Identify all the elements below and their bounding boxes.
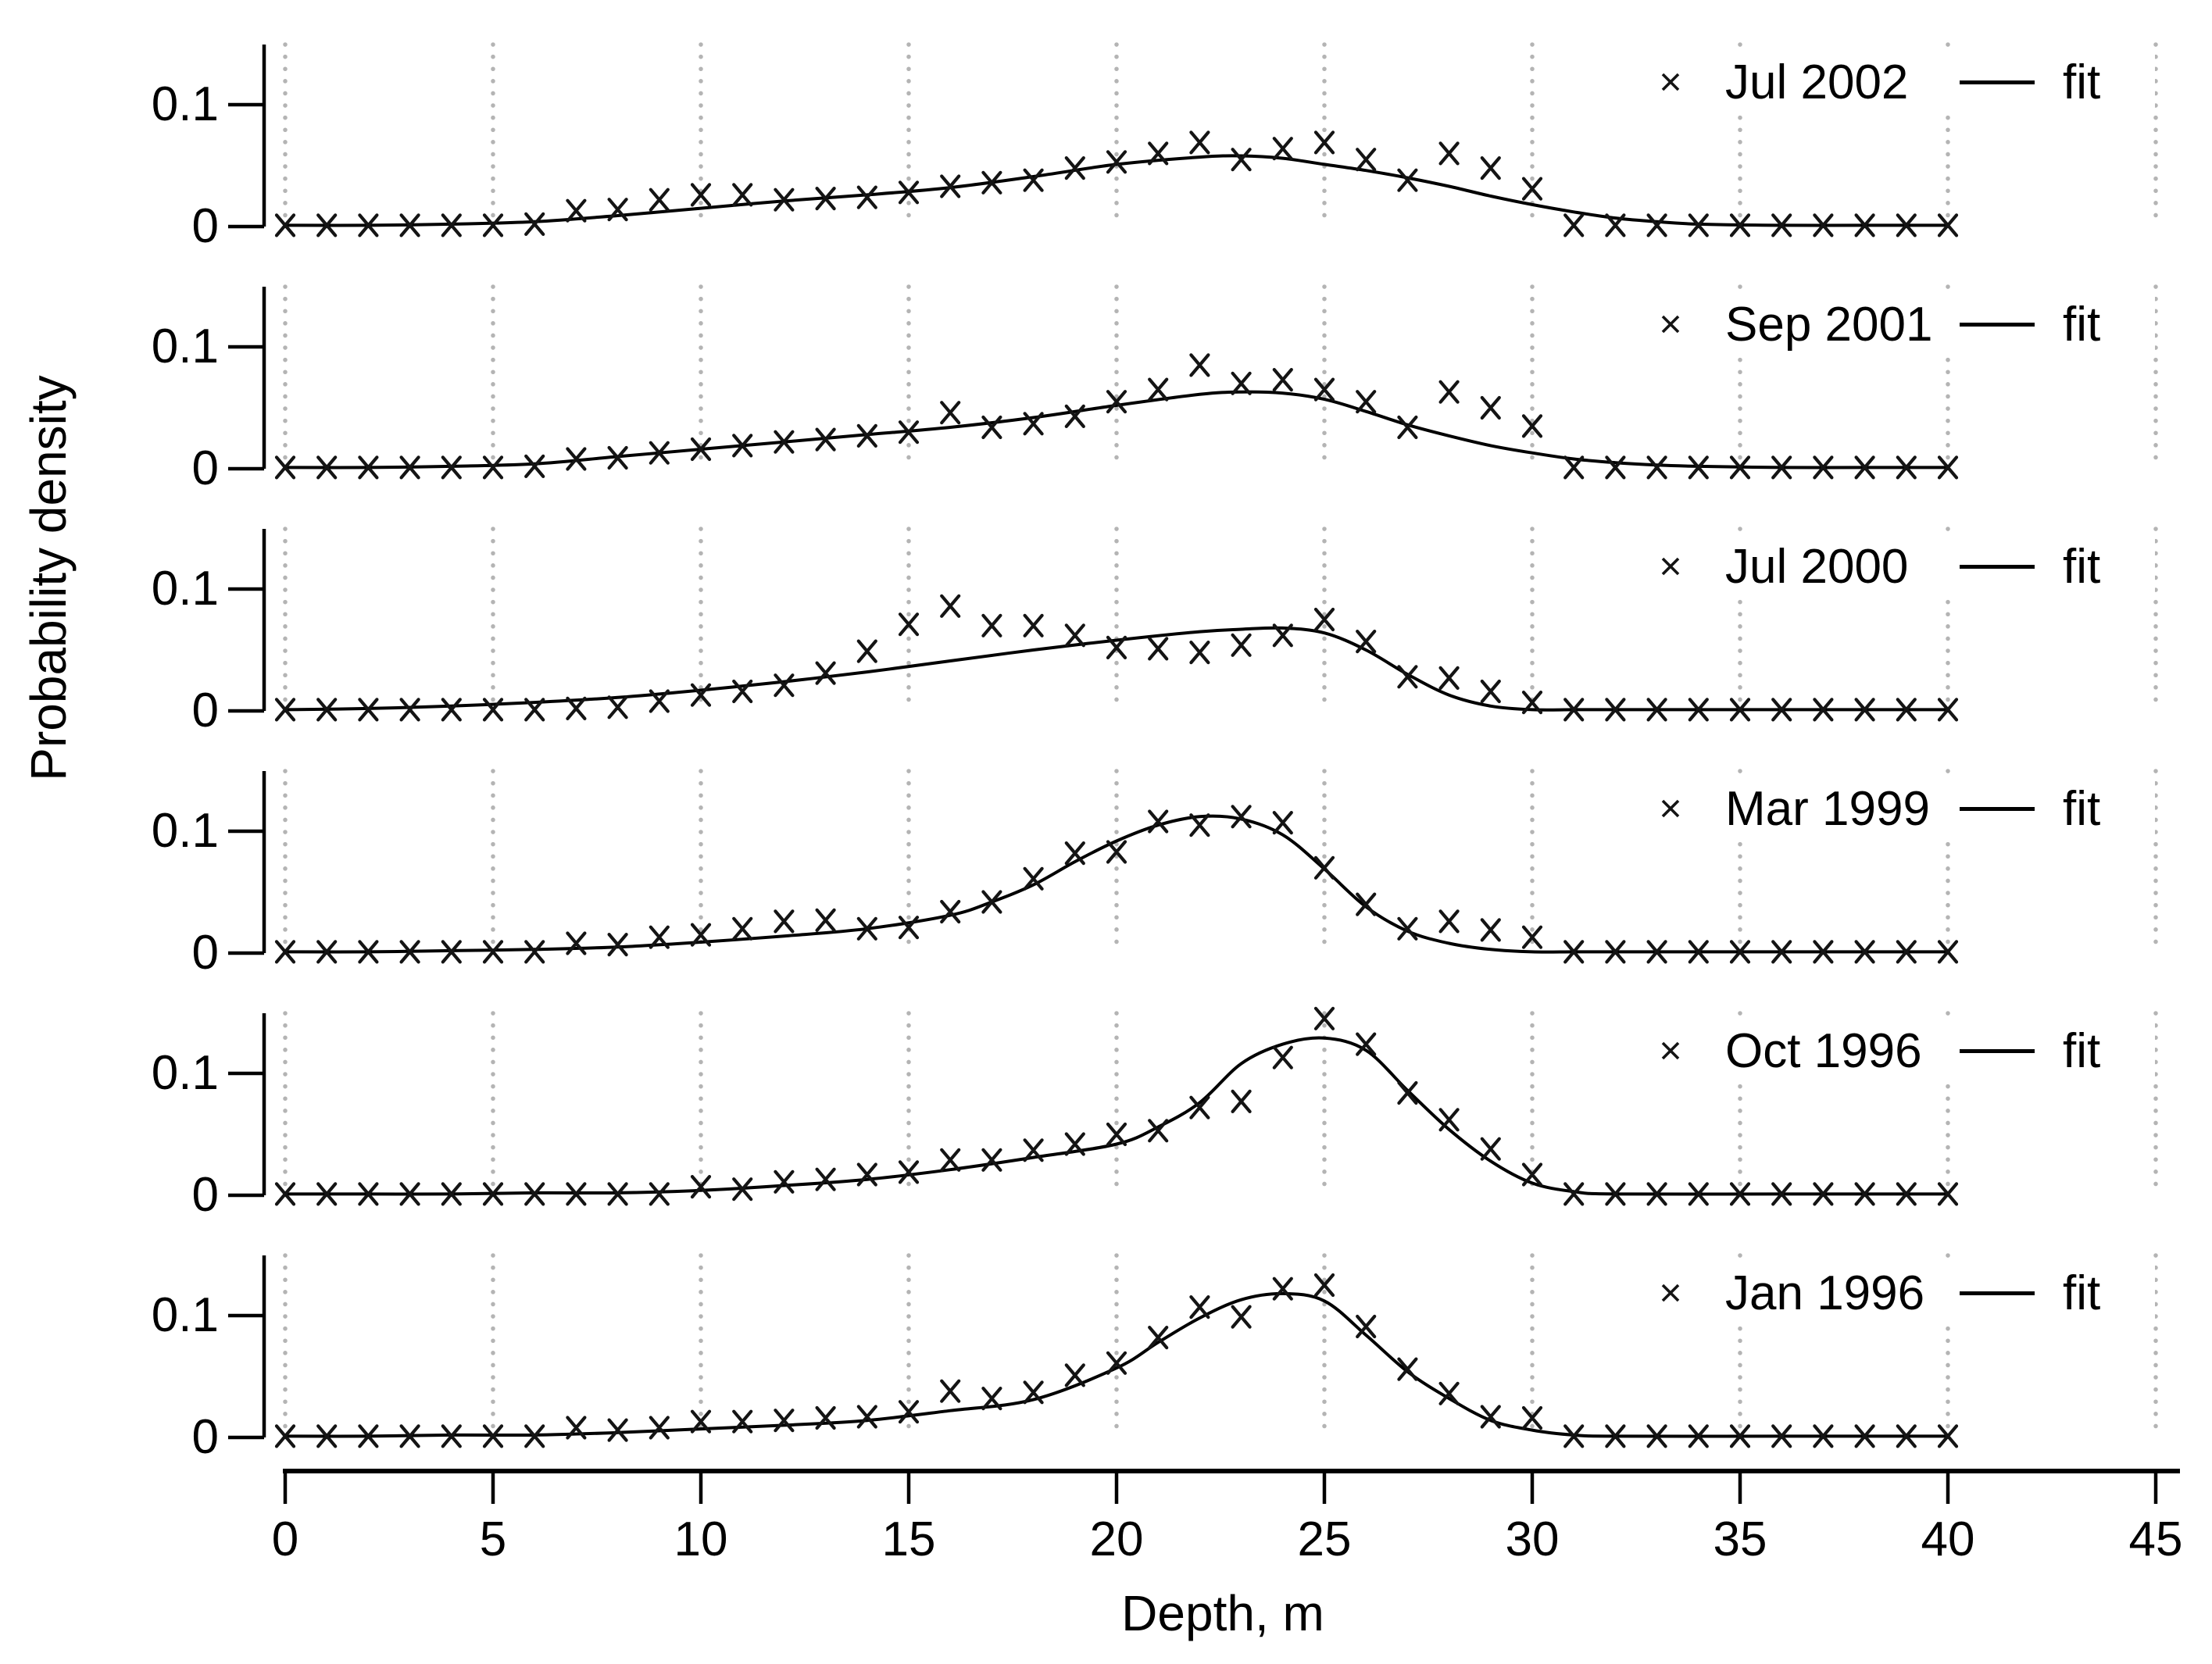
- scatter-markers: [274, 353, 1959, 480]
- x-tick-label: 30: [1505, 1512, 1560, 1566]
- legend-series-label: Sep 2001: [1725, 297, 1933, 352]
- fit-line-icon: [1960, 806, 2035, 811]
- x-marker-icon: [1661, 1041, 1680, 1060]
- fit-line-icon: [1960, 1048, 2035, 1053]
- legend-jul-2002: Jul 2002 fit: [1633, 52, 2155, 112]
- legend-oct-1996: Oct 1996 fit: [1633, 1021, 2155, 1080]
- legend-fit-label: fit: [2063, 1266, 2101, 1320]
- scatter-markers: [274, 805, 1959, 964]
- x-marker-icon: [1661, 73, 1680, 91]
- x-axis-title: Depth, m: [1121, 1585, 1324, 1641]
- x-tick-label: 45: [2128, 1512, 2183, 1566]
- panel-jul-2002: [228, 42, 2158, 237]
- panel-sep-2001: [228, 284, 2158, 480]
- y-tick-label: 0.1: [151, 1046, 219, 1100]
- y-tick-label: 0: [191, 926, 219, 980]
- scatter-markers: [274, 1273, 1959, 1448]
- y-tick-label: 0.1: [151, 77, 219, 131]
- x-tick-label: 15: [881, 1512, 936, 1566]
- x-marker-icon: [1661, 315, 1680, 334]
- fit-line-icon: [1960, 80, 2035, 84]
- x-tick-label: 5: [479, 1512, 507, 1566]
- x-tick-label: 25: [1297, 1512, 1352, 1566]
- y-tick-label: 0.1: [151, 1288, 219, 1342]
- fit-curve: [284, 1036, 1948, 1196]
- x-tick-label: 0: [271, 1512, 299, 1566]
- y-tick-label: 0.1: [151, 804, 219, 858]
- panel-mar-1999: [228, 769, 2158, 964]
- y-tick-label: 0: [191, 684, 219, 737]
- fit-curve: [284, 626, 1948, 712]
- x-tick-label: 35: [1713, 1512, 1767, 1566]
- y-tick-label: 0.1: [151, 562, 219, 616]
- legend-fit-label: fit: [2063, 297, 2101, 352]
- x-tick-label: 20: [1089, 1512, 1144, 1566]
- legend-jul-2000: Jul 2000 fit: [1633, 537, 2155, 596]
- x-marker-icon: [1661, 557, 1680, 576]
- fit-line-icon: [1960, 322, 2035, 327]
- panel-jul-2000: [228, 527, 2158, 722]
- x-marker-icon: [1661, 799, 1680, 818]
- legend-series-label: Mar 1999: [1725, 781, 1930, 836]
- legend-fit-label: fit: [2063, 781, 2101, 836]
- fit-curve: [284, 814, 1948, 954]
- y-axis-title: Probability density: [20, 375, 77, 781]
- legend-jan-1996: Jan 1996 fit: [1633, 1263, 2155, 1323]
- legend-series-label: Oct 1996: [1725, 1023, 1922, 1078]
- legend-series-label: Jan 1996: [1725, 1266, 1925, 1320]
- y-tick-label: 0: [191, 1168, 219, 1222]
- legend-series-label: Jul 2000: [1725, 539, 1909, 594]
- fit-line-icon: [1960, 1291, 2035, 1295]
- x-tick-label: 40: [1921, 1512, 1975, 1566]
- legend-mar-1999: Mar 1999 fit: [1633, 779, 2155, 838]
- legend-fit-label: fit: [2063, 55, 2101, 109]
- x-tick-label: 10: [674, 1512, 728, 1566]
- panel-jan-1996: [228, 1253, 2158, 1448]
- y-tick-label: 0: [191, 199, 219, 253]
- y-tick-label: 0: [191, 441, 219, 495]
- scatter-markers: [274, 594, 1959, 722]
- y-tick-label: 0: [191, 1410, 219, 1464]
- panel-oct-1996: [228, 1006, 2158, 1206]
- scatter-markers: [274, 130, 1959, 237]
- legend-fit-label: fit: [2063, 1023, 2101, 1078]
- scatter-markers: [274, 1006, 1959, 1206]
- legend-series-label: Jul 2002: [1725, 55, 1909, 109]
- legend-sep-2001: Sep 2001 fit: [1633, 295, 2155, 354]
- x-marker-icon: [1661, 1284, 1680, 1302]
- fit-line-icon: [1960, 564, 2035, 569]
- fit-curve: [284, 1291, 1948, 1438]
- legend-fit-label: fit: [2063, 539, 2101, 594]
- y-tick-label: 0.1: [151, 320, 219, 373]
